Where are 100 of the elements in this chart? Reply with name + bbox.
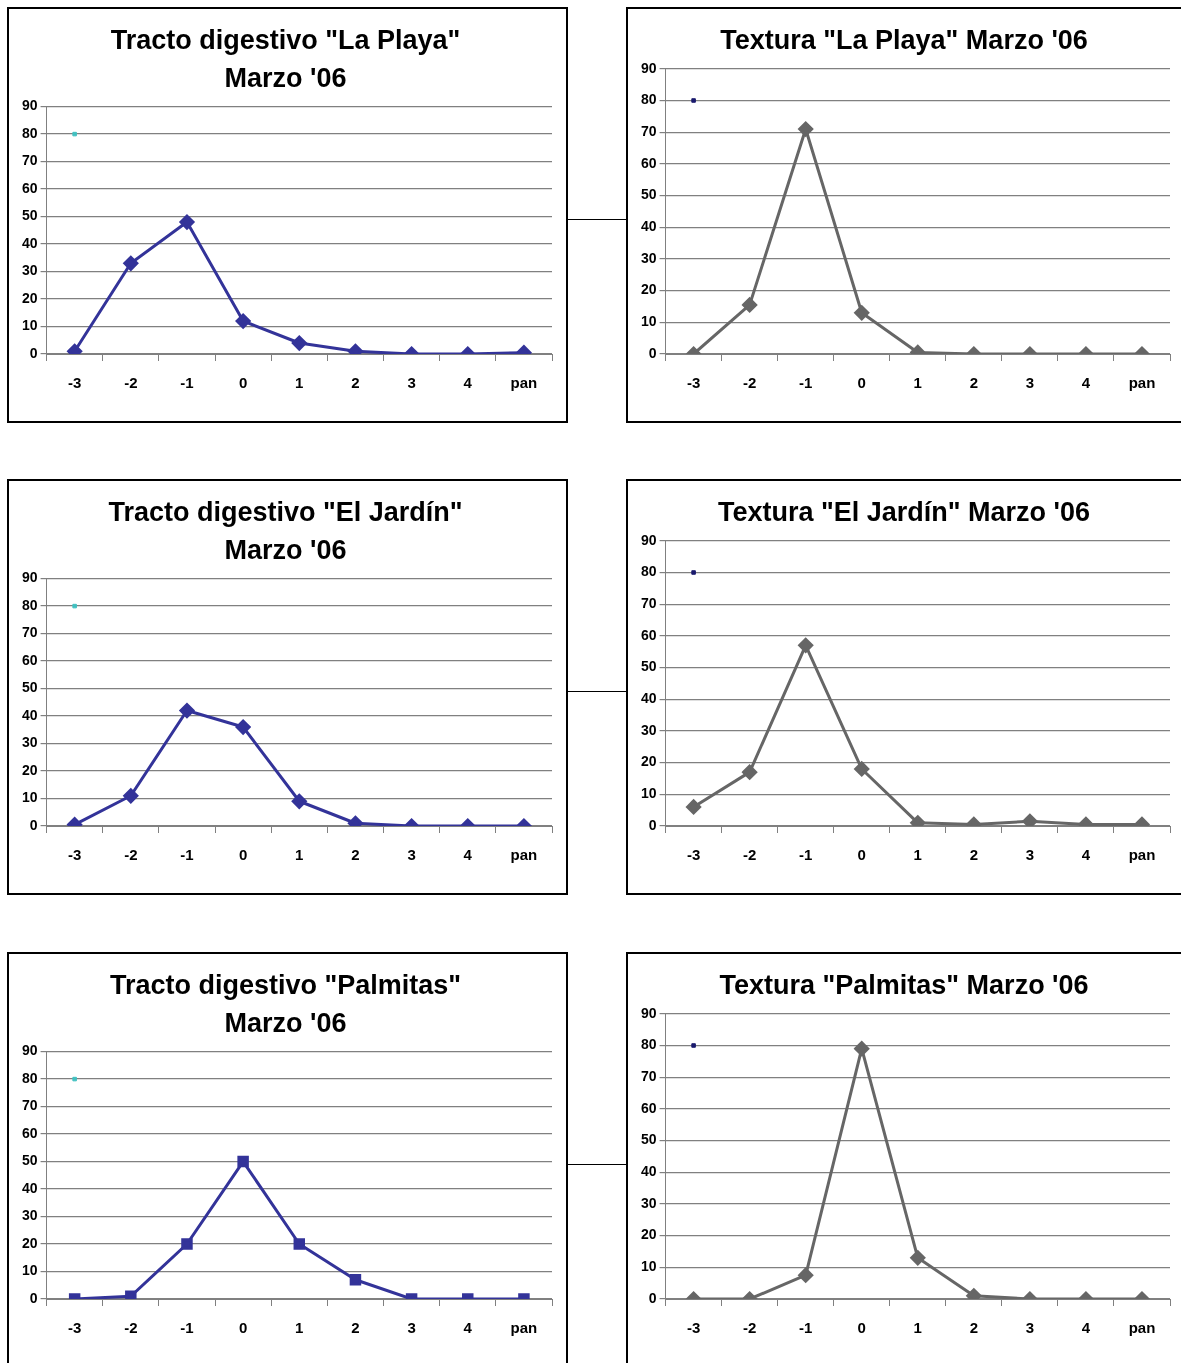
x-tick-label: -1 — [180, 1319, 194, 1337]
x-tick-label: -2 — [124, 374, 138, 392]
x-tick-label: -1 — [799, 846, 813, 864]
x-tick-label: 1 — [295, 1319, 304, 1337]
y-tick-label: 30 — [21, 262, 38, 279]
y-tick-label: 50 — [640, 658, 657, 675]
y-tick-label: 20 — [21, 761, 38, 778]
x-tick-label: pan — [1128, 846, 1156, 864]
x-tick-label: pan — [1128, 374, 1156, 392]
x-tick-label: 0 — [238, 846, 248, 864]
y-tick-label: 50 — [21, 207, 38, 224]
x-tick-label: -3 — [67, 846, 82, 864]
x-tick-label: -2 — [124, 1319, 138, 1337]
x-tick-label: 4 — [463, 846, 473, 864]
y-tick-label: 70 — [640, 595, 657, 612]
x-tick-label: -3 — [686, 846, 701, 864]
point — [72, 131, 77, 137]
chart-title: Textura "Palmitas" Marzo '06 — [719, 970, 1089, 1001]
y-tick-label: 50 — [21, 1152, 38, 1169]
y-tick-label: 50 — [21, 679, 38, 696]
x-tick-label: 2 — [351, 374, 360, 392]
x-tick-label: 1 — [295, 374, 304, 392]
y-tick-label: 90 — [640, 531, 657, 548]
x-tick-label: 2 — [969, 374, 979, 392]
y-tick-label: 80 — [21, 596, 38, 613]
point — [691, 98, 696, 103]
y-tick-label: 60 — [21, 179, 38, 196]
x-tick-label: 1 — [913, 846, 922, 864]
x-tick-label: pan — [510, 846, 538, 864]
x-tick-label: 4 — [1081, 374, 1091, 392]
y-tick-label: 80 — [640, 91, 657, 108]
point — [293, 1238, 306, 1250]
point — [72, 1076, 77, 1082]
x-tick-label: 3 — [1025, 374, 1035, 392]
x-tick-label: 0 — [857, 374, 866, 392]
y-tick-label: 80 — [21, 1069, 38, 1086]
chart-title: Tracto digestivo "Palmitas" Marzo '06 — [109, 970, 462, 1039]
y-tick-label: 60 — [640, 1099, 657, 1116]
y-tick-label: 30 — [640, 721, 657, 738]
y-tick-label: 0 — [29, 1289, 38, 1306]
x-tick-label: -2 — [742, 846, 757, 864]
x-tick-label: pan — [1128, 1319, 1156, 1337]
x-tick-label: -1 — [799, 1319, 813, 1337]
x-tick-label: 1 — [295, 846, 304, 864]
y-tick-label: 40 — [21, 234, 38, 251]
point — [854, 1041, 870, 1057]
y-tick-label: 70 — [640, 1068, 657, 1085]
y-tick-label: 10 — [21, 1262, 38, 1279]
x-tick-label: 0 — [857, 1319, 866, 1337]
x-tick-label: -2 — [742, 374, 757, 392]
y-tick-label: 90 — [21, 97, 38, 114]
point — [237, 1155, 249, 1168]
point — [691, 1043, 696, 1048]
chart-title: Tracto digestivo "El Jardín" Marzo '06 — [108, 497, 463, 566]
y-tick-label: 20 — [640, 753, 657, 770]
y-tick-label: 0 — [648, 344, 657, 361]
y-tick-label: 0 — [29, 816, 38, 833]
y-tick-label: 40 — [640, 218, 657, 235]
y-tick-label: 70 — [21, 1097, 38, 1114]
x-tick-label: 1 — [913, 374, 922, 392]
y-tick-label: 80 — [640, 1036, 657, 1053]
y-tick-label: 40 — [640, 1163, 657, 1180]
y-tick-label: 0 — [29, 344, 38, 361]
x-tick-label: 3 — [407, 374, 416, 392]
y-tick-label: 70 — [21, 624, 38, 641]
y-tick-label: 30 — [640, 1194, 657, 1211]
point — [125, 1290, 137, 1299]
x-tick-label: 3 — [407, 1319, 416, 1337]
y-tick-label: 40 — [21, 706, 38, 723]
point — [179, 214, 195, 230]
y-tick-label: 90 — [640, 1004, 657, 1021]
point — [798, 637, 814, 653]
y-tick-label: 30 — [21, 734, 38, 751]
x-tick-label: -1 — [180, 374, 194, 392]
x-tick-label: 4 — [1081, 846, 1091, 864]
point — [181, 1238, 193, 1250]
y-tick-label: 80 — [21, 124, 38, 141]
x-tick-label: -1 — [799, 374, 813, 392]
x-tick-label: -2 — [742, 1319, 757, 1337]
y-tick-label: 20 — [21, 1234, 38, 1251]
x-tick-label: 0 — [238, 1319, 248, 1337]
x-tick-label: 2 — [969, 846, 979, 864]
y-tick-label: 60 — [21, 1124, 38, 1141]
y-tick-label: 60 — [640, 154, 657, 171]
x-tick-label: 0 — [238, 374, 248, 392]
point — [691, 570, 696, 575]
point — [742, 764, 758, 780]
y-tick-label: 40 — [21, 1179, 38, 1196]
x-tick-label: 4 — [463, 1319, 473, 1337]
y-tick-label: 20 — [640, 1226, 657, 1243]
point — [1022, 813, 1038, 826]
x-tick-label: 1 — [913, 1319, 922, 1337]
x-tick-label: -3 — [686, 1319, 701, 1337]
x-tick-label: 3 — [407, 846, 416, 864]
chart-title: Textura "La Playa" Marzo '06 — [720, 25, 1088, 56]
y-tick-label: 90 — [21, 1042, 38, 1059]
y-tick-label: 70 — [640, 123, 657, 140]
point — [123, 255, 139, 271]
x-tick-label: 2 — [969, 1319, 979, 1337]
x-tick-label: pan — [510, 374, 538, 392]
